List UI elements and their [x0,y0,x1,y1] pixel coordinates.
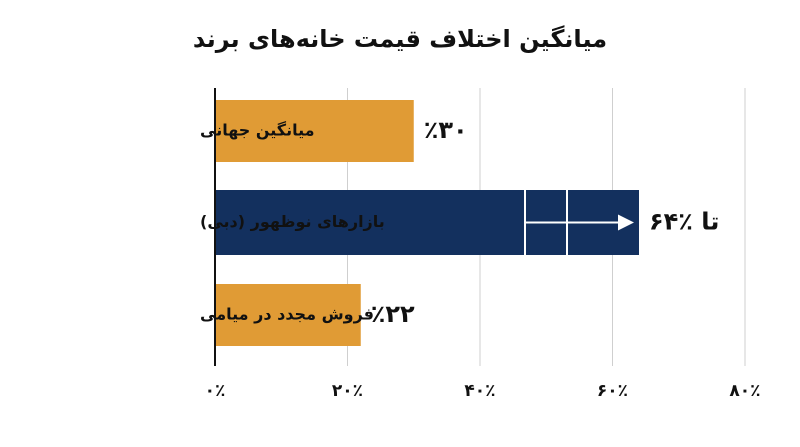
bar [215,284,361,346]
x-tick-label: ۸۰٪ [729,381,760,401]
arrow-head [618,214,634,231]
value-label: تا ٪۶۴ [649,208,719,236]
category-label: بازارهای نوظهور (دبی) [200,212,385,231]
category-label: میانگین جهانی [200,121,315,140]
value-label: ٪۲۲ [371,300,415,328]
category-label: فروش مجدد در میامی [200,305,374,324]
x-tick-label: ۲۰٪ [332,381,363,401]
bar [215,100,414,162]
chart-title: میانگین اختلاف قیمت خانه‌های برند [193,25,607,53]
x-tick-label: ۰٪ [205,381,226,401]
x-tick-label: ۴۰٪ [464,381,495,401]
value-label: ٪۳۰ [424,116,468,144]
x-tick-label: ۶۰٪ [597,381,628,401]
